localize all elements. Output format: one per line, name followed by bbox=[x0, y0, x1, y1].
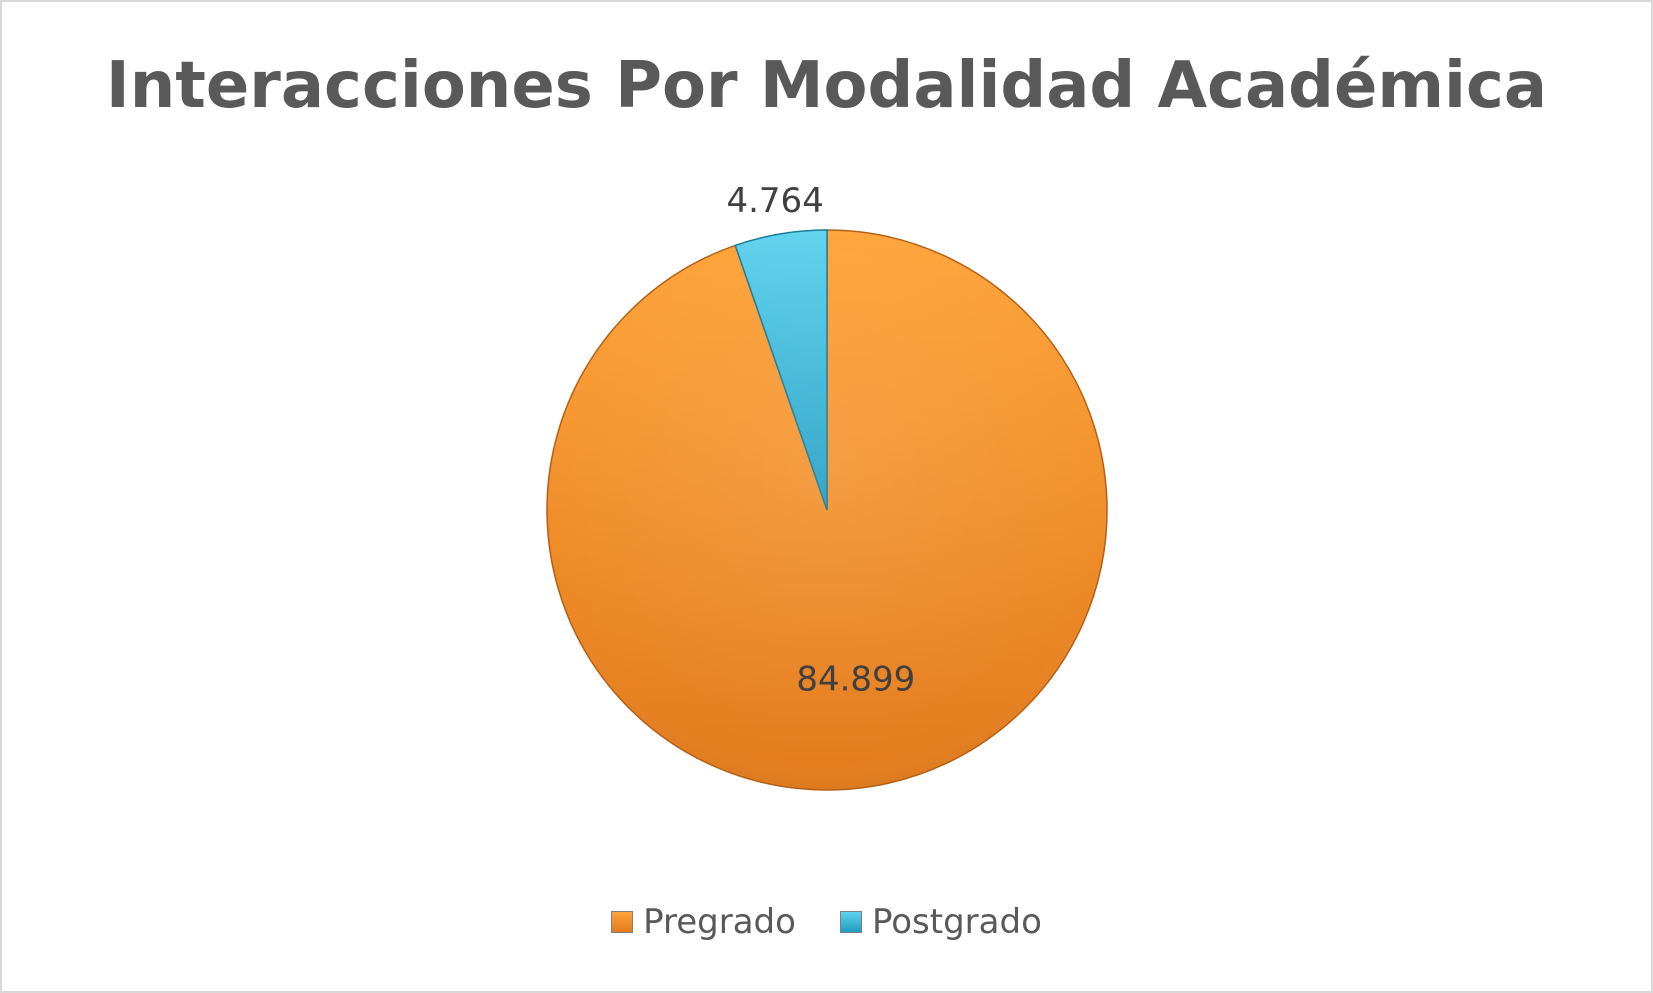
data-label-postgrado: 4.764 bbox=[726, 181, 823, 221]
data-label-pregrado: 84.899 bbox=[796, 660, 915, 700]
legend-swatch-pregrado bbox=[611, 911, 634, 933]
chart-title: Interacciones Por Modalidad Académica bbox=[105, 49, 1548, 123]
legend-item-postgrado: Postgrado bbox=[839, 902, 1042, 942]
legend-item-pregrado: Pregrado bbox=[611, 902, 796, 942]
legend: Pregrado Postgrado bbox=[2, 902, 1651, 942]
legend-label-postgrado: Postgrado bbox=[871, 902, 1042, 942]
legend-swatch-postgrado bbox=[839, 911, 862, 933]
legend-label-pregrado: Pregrado bbox=[643, 902, 796, 942]
